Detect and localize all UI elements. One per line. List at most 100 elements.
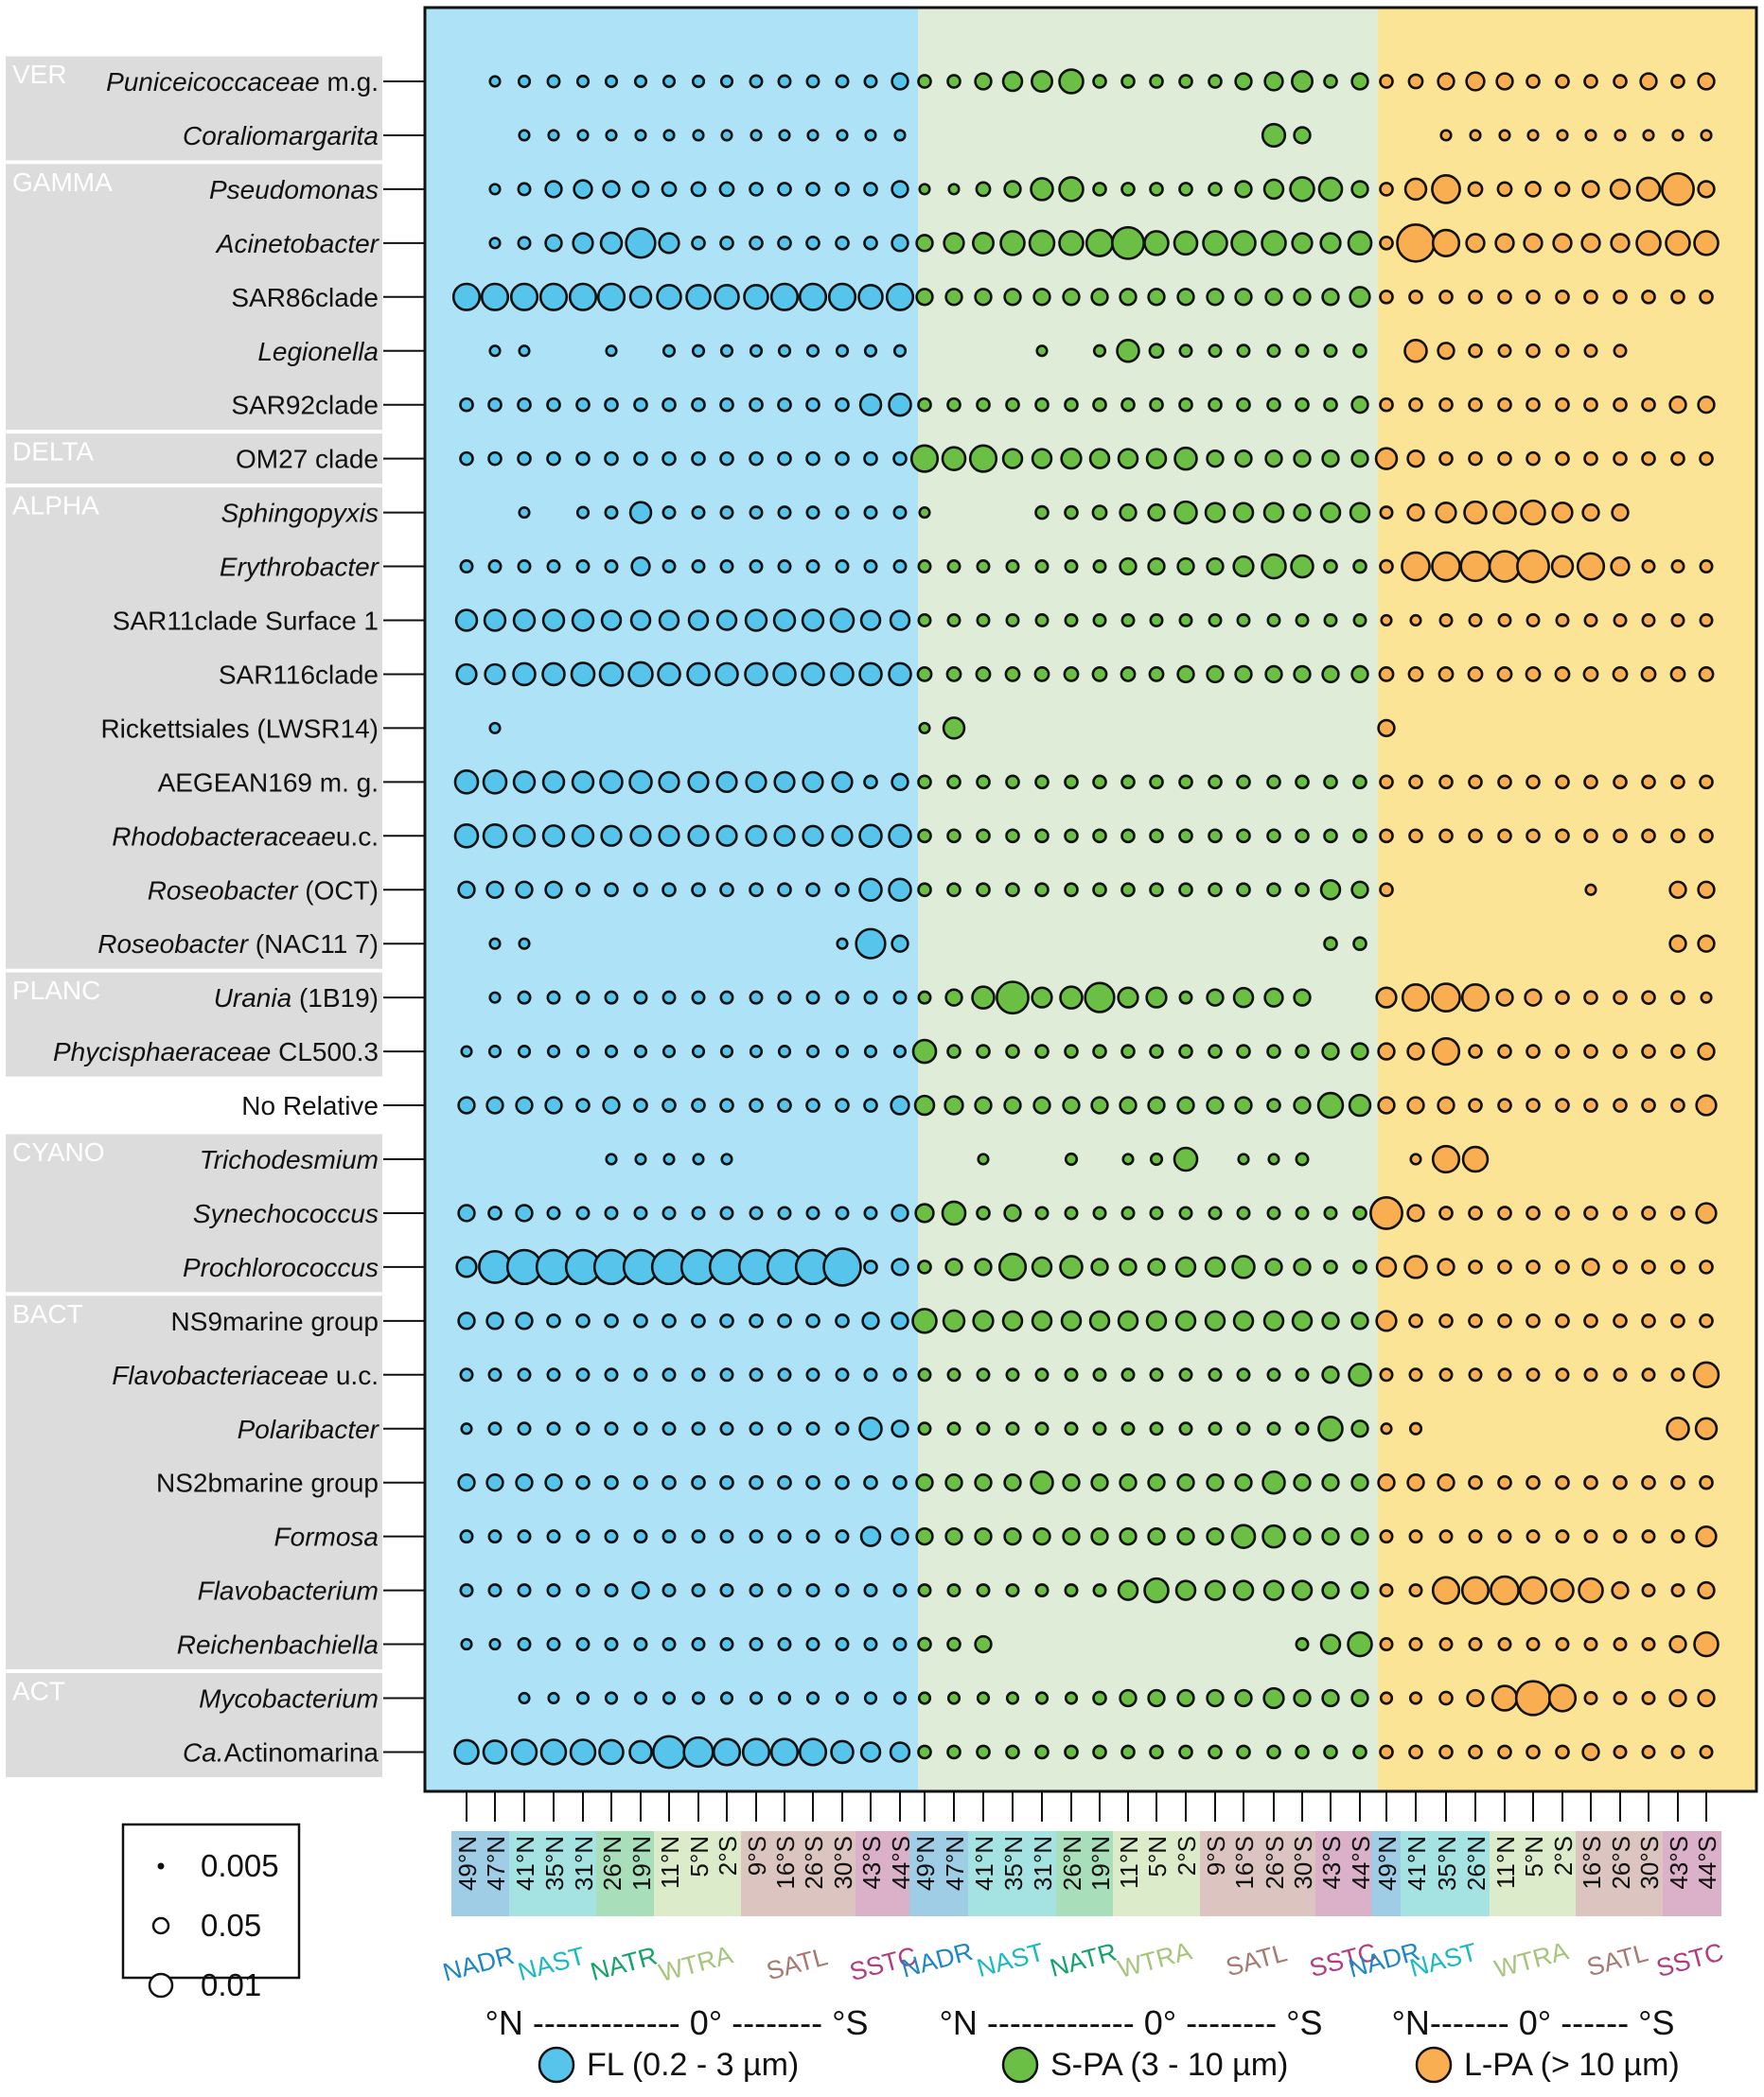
bubble — [1321, 1580, 1340, 1600]
bubble — [892, 1367, 908, 1383]
station-label-bg — [856, 1831, 886, 1916]
bubble — [1148, 343, 1165, 360]
taxon-label-part: Coraliomargarita — [183, 121, 379, 150]
bubble — [1290, 554, 1314, 579]
bubble — [1670, 289, 1685, 305]
bubble — [1261, 122, 1287, 149]
bubble — [1176, 556, 1195, 576]
bubble — [691, 1583, 706, 1598]
bubble — [1231, 1255, 1256, 1279]
bubble — [917, 1583, 932, 1598]
bubble — [1379, 558, 1394, 574]
bubble — [1525, 666, 1542, 682]
bubble — [1671, 129, 1685, 142]
bubble — [863, 559, 878, 574]
station-label: 2°S — [714, 1836, 742, 1876]
bubble — [1408, 1529, 1423, 1544]
bubble — [690, 181, 707, 198]
bubble — [1408, 828, 1423, 844]
bubble — [571, 824, 595, 848]
bubble — [691, 1474, 706, 1490]
bubble — [749, 1583, 764, 1598]
bubble — [1468, 1744, 1483, 1760]
bubble — [1149, 1367, 1164, 1383]
bubble — [749, 1367, 764, 1383]
bubble — [1323, 396, 1338, 413]
bubble — [1514, 1680, 1552, 1717]
bubble — [1699, 613, 1714, 627]
bubble — [1401, 551, 1431, 582]
bubble — [1526, 289, 1541, 305]
group-box-cyano — [6, 1134, 382, 1293]
bubble — [863, 774, 878, 790]
bubble — [634, 1153, 647, 1166]
station-label: 31°N — [570, 1836, 598, 1891]
bubble — [719, 1691, 734, 1705]
bubble — [487, 1529, 503, 1544]
bubble — [1613, 613, 1628, 627]
bubble — [575, 990, 591, 1005]
bubble — [1088, 448, 1111, 469]
bubble — [1031, 1310, 1053, 1332]
taxon-label: NS9marine group — [171, 1307, 379, 1336]
bubble — [1034, 1367, 1050, 1383]
bubble — [1695, 1202, 1718, 1225]
bubble — [1232, 986, 1255, 1009]
bubble — [478, 1249, 512, 1284]
bubble — [1261, 553, 1287, 580]
bubble — [1697, 1688, 1716, 1708]
station-label: 30°S — [829, 1836, 857, 1890]
group-box-ver — [6, 56, 382, 161]
bubble — [1316, 1091, 1345, 1119]
bubble — [1584, 129, 1597, 142]
bubble — [1178, 1367, 1193, 1383]
bubble — [1202, 230, 1228, 256]
bubble — [1408, 1691, 1423, 1705]
bubble — [719, 396, 734, 413]
bubble — [889, 609, 911, 631]
taxon-label: Phycisphaeraceae CL500.3 — [53, 1037, 379, 1066]
bubble — [1581, 1258, 1600, 1277]
bubble — [1206, 1526, 1225, 1546]
fraction-legend-label: L-PA (> 10 µm) — [1464, 2047, 1680, 2083]
taxon-label: Roseobacter (OCT) — [148, 875, 379, 905]
bubble — [1697, 72, 1716, 91]
bubble — [1496, 666, 1513, 682]
bubble — [517, 450, 532, 467]
bubble — [1526, 1474, 1541, 1490]
bubble — [1352, 936, 1367, 952]
bubble — [719, 1313, 734, 1329]
bubble — [488, 75, 502, 88]
bubble — [712, 1737, 742, 1767]
bubble — [518, 129, 531, 142]
taxon-label-part: Prochlorococcus — [183, 1253, 379, 1282]
bubble — [974, 288, 993, 307]
bubble — [801, 608, 825, 632]
bubble — [1583, 289, 1598, 305]
bubble — [1295, 396, 1310, 413]
bubble — [459, 1367, 474, 1383]
bubble — [1555, 1206, 1570, 1221]
bubble — [749, 1313, 764, 1329]
bubble — [1120, 882, 1136, 898]
latitude-axis-label: °N------- 0° ------ °S — [1391, 2003, 1674, 2042]
bubble — [1438, 450, 1454, 467]
bubble — [805, 1421, 820, 1436]
bubble — [1613, 1474, 1628, 1490]
taxon-label-part: Acinetobacter — [215, 229, 380, 258]
bubble — [517, 1637, 532, 1652]
bubble — [605, 1153, 618, 1166]
bubble — [1293, 1473, 1312, 1492]
bubble — [718, 181, 735, 198]
bubble — [1034, 1421, 1050, 1436]
bubble — [691, 1691, 706, 1705]
bubble — [1670, 828, 1685, 844]
bubble — [628, 285, 653, 309]
bubble — [1578, 1577, 1604, 1604]
station-label-bg — [1663, 1831, 1693, 1916]
bubble — [889, 1741, 911, 1763]
bubble — [1431, 551, 1461, 582]
bubble — [1178, 613, 1193, 627]
taxon-label: Urania (1B19) — [214, 983, 379, 1013]
bubble — [892, 344, 908, 358]
